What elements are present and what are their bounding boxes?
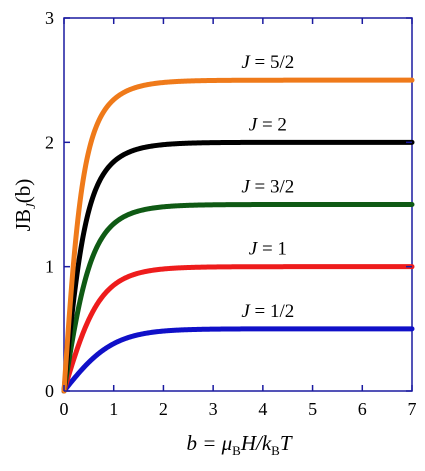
series-label-3: J = 2 — [249, 114, 287, 135]
series-line-4 — [61, 77, 415, 394]
y-tick-label: 1 — [45, 257, 54, 277]
x-tick-label: 6 — [358, 399, 367, 419]
series-label-1: J = 1 — [249, 239, 287, 260]
x-tick-label: 2 — [159, 399, 168, 419]
series-line-1 — [61, 264, 415, 394]
curves-group — [61, 77, 415, 394]
x-tick-label: 5 — [308, 399, 317, 419]
series-labels-group: J = 1/2 J = 1 J = 3/2 J = 2 J = 5/2 — [241, 52, 294, 322]
series-line-2 — [61, 202, 415, 394]
y-tick-label: 2 — [45, 132, 54, 152]
x-tick-label: 7 — [408, 399, 417, 419]
x-axis-title: b = μBH/kBT — [186, 431, 292, 458]
series-line-3 — [61, 139, 415, 394]
y-axis-title: JBJ(b) — [11, 179, 38, 231]
y-tick-label: 3 — [45, 8, 54, 28]
x-tick-label: 3 — [209, 399, 218, 419]
series-label-4: J = 5/2 — [241, 52, 294, 73]
series-label-0: J = 1/2 — [241, 301, 294, 322]
series-line-0 — [61, 326, 415, 394]
ticks-group: 0 1 2 3 4 5 6 7 0 1 2 3 — [45, 8, 417, 419]
y-tick-label: 0 — [45, 381, 54, 401]
x-tick-label: 0 — [60, 399, 69, 419]
series-label-2: J = 3/2 — [241, 177, 294, 198]
x-tick-label: 1 — [109, 399, 118, 419]
x-tick-label: 4 — [258, 399, 267, 419]
